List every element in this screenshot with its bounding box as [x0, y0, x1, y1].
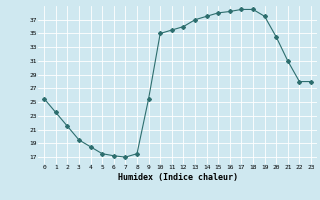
X-axis label: Humidex (Indice chaleur): Humidex (Indice chaleur)	[118, 173, 238, 182]
